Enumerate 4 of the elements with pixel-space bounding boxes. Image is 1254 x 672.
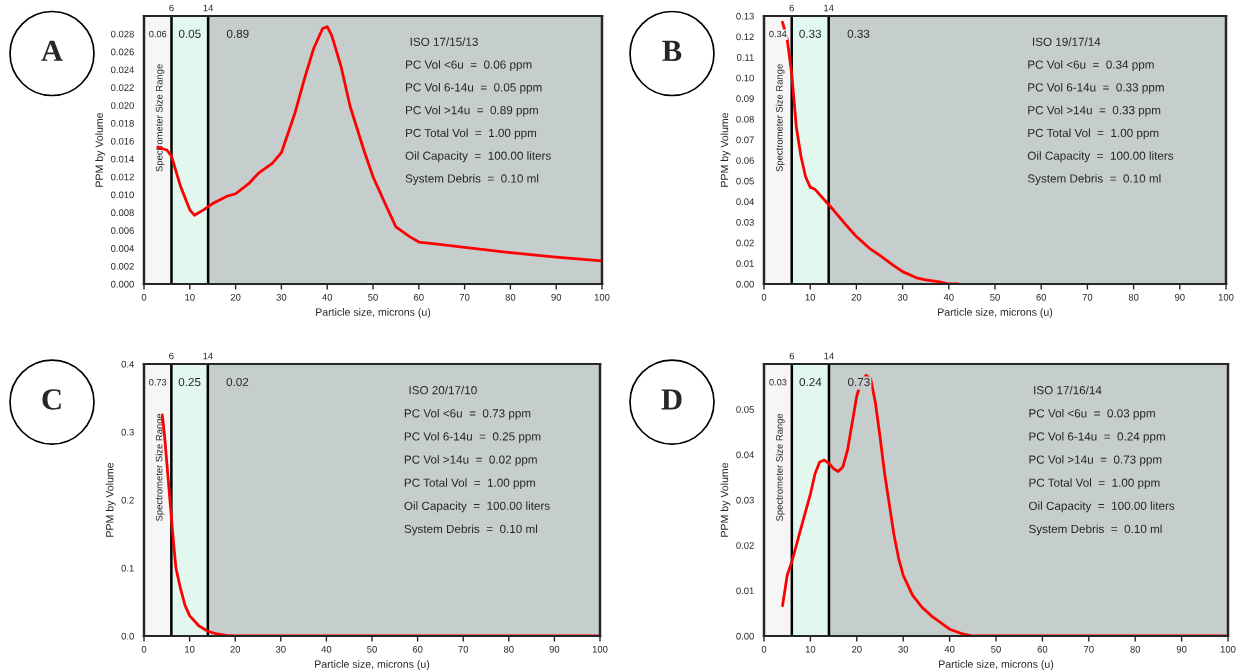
text: C bbox=[42, 389, 61, 410]
text: D bbox=[661, 389, 682, 410]
text: B bbox=[662, 40, 682, 61]
text: A bbox=[41, 40, 63, 61]
